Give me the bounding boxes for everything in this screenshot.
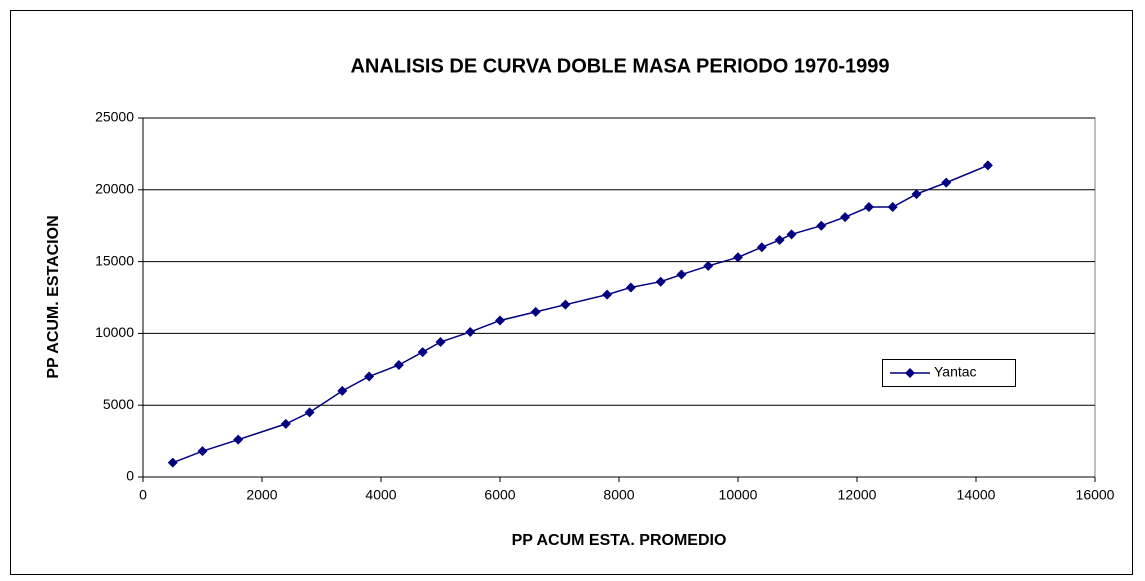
marker: [786, 229, 797, 240]
marker: [625, 282, 636, 293]
marker: [280, 418, 291, 429]
marker: [465, 326, 476, 337]
marker: [337, 385, 348, 396]
marker: [840, 212, 851, 223]
marker: [197, 446, 208, 457]
marker: [560, 299, 571, 310]
marker: [941, 177, 952, 188]
y-tick-label: 15000: [95, 252, 134, 268]
marker: [393, 359, 404, 370]
legend-marker: [905, 368, 915, 378]
marker: [233, 434, 244, 445]
x-tick-label: 2000: [246, 487, 277, 503]
marker: [417, 347, 428, 358]
marker: [364, 371, 375, 382]
marker: [863, 202, 874, 213]
marker: [602, 289, 613, 300]
marker: [816, 220, 827, 231]
marker: [982, 160, 993, 171]
marker: [655, 276, 666, 287]
y-tick-label: 25000: [95, 109, 134, 125]
x-tick-label: 14000: [957, 487, 996, 503]
x-tick-label: 0: [139, 487, 147, 503]
x-tick-label: 8000: [603, 487, 634, 503]
plot-area: [142, 117, 1096, 478]
y-axis-title: PP ACUM. ESTACION: [45, 215, 62, 378]
x-tick-label: 12000: [838, 487, 877, 503]
marker: [733, 252, 743, 263]
marker: [774, 235, 785, 246]
x-tick-label: 6000: [484, 487, 515, 503]
marker: [435, 337, 446, 348]
series-line: [172, 164, 989, 464]
marker: [911, 189, 922, 200]
marker: [530, 306, 541, 317]
chart-title: ANALISIS DE CURVA DOBLE MASA PERIODO 197…: [350, 55, 889, 77]
marker: [756, 242, 767, 253]
marker: [887, 202, 898, 213]
marker: [167, 457, 178, 468]
x-tick-label: 4000: [365, 487, 396, 503]
marker: [304, 407, 315, 418]
y-tick-label: 10000: [95, 324, 134, 340]
y-tick-label: 0: [126, 468, 134, 484]
y-tick-label: 5000: [103, 396, 134, 412]
marker: [676, 269, 687, 280]
x-tick-label: 16000: [1076, 487, 1115, 503]
x-tick-label: 10000: [719, 487, 758, 503]
legend-label: Yantac: [934, 364, 977, 380]
x-axis-title: PP ACUM ESTA. PROMEDIO: [512, 532, 727, 549]
y-tick-label: 20000: [95, 181, 134, 197]
marker: [703, 260, 714, 271]
marker: [495, 315, 505, 326]
